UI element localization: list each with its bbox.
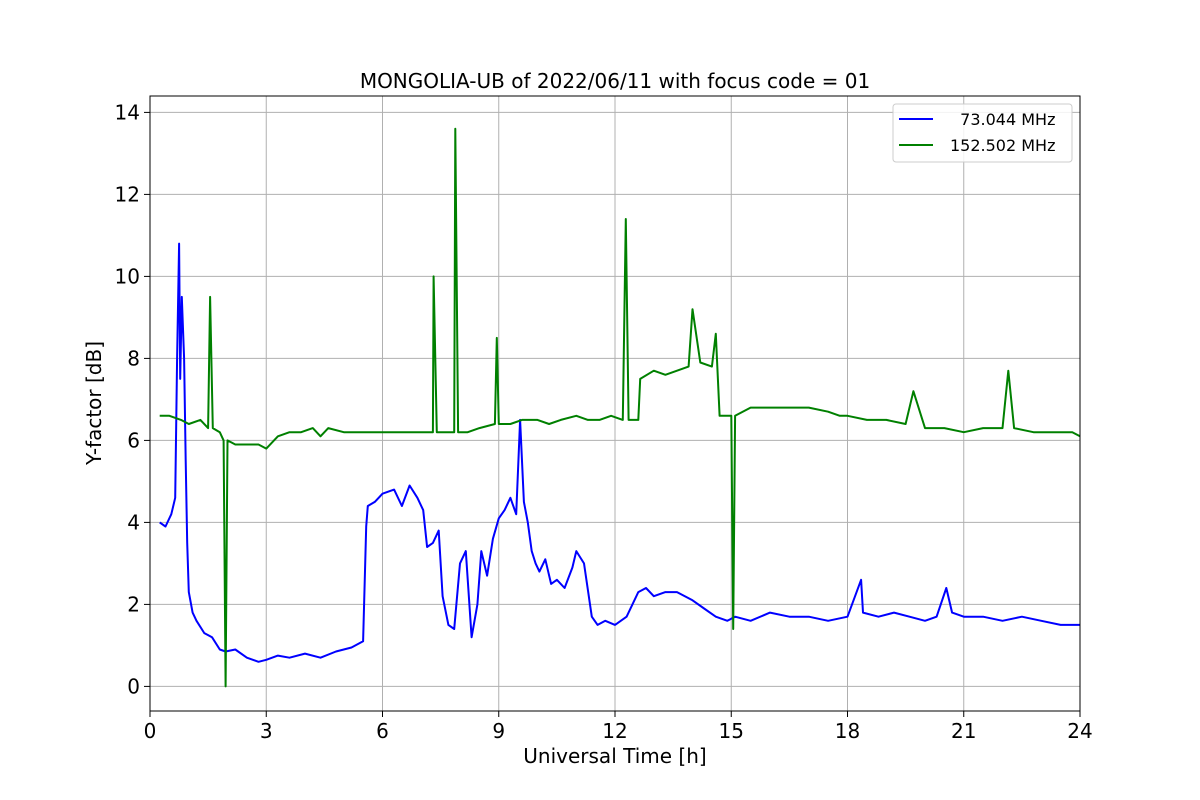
plot-area (159, 127, 1081, 688)
grid (149, 96, 1081, 711)
legend-box (892, 103, 1073, 163)
y-tick-label: 0 (127, 674, 140, 698)
x-tick-label: 12 (602, 719, 627, 743)
x-tick-label: 18 (835, 719, 860, 743)
y-tick-label: 6 (127, 428, 140, 452)
x-tick-label: 6 (376, 719, 389, 743)
series-line-152mhz (159, 127, 1081, 688)
x-axis-label: Universal Time [h] (523, 744, 706, 768)
legend-label-73mhz: 73.044 MHz (950, 110, 1055, 129)
y-tick-label: 2 (127, 592, 140, 616)
y-tick-label: 8 (127, 346, 140, 370)
chart-title: MONGOLIA-UB of 2022/06/11 with focus cod… (360, 69, 870, 93)
y-tick-label: 10 (115, 264, 140, 288)
y-axis: 0 2 4 6 8 10 12 14 (115, 100, 150, 698)
x-tick-label: 3 (260, 719, 273, 743)
x-tick-label: 9 (492, 719, 505, 743)
y-tick-label: 12 (115, 182, 140, 206)
y-tick-label: 14 (115, 100, 140, 124)
x-axis: 0 3 6 9 12 15 18 21 24 (144, 711, 1093, 743)
x-tick-label: 24 (1067, 719, 1092, 743)
legend: 73.044 MHz 152.502 MHz (892, 103, 1073, 163)
x-tick-label: 15 (719, 719, 744, 743)
y-axis-label: Y-factor [dB] (82, 341, 106, 466)
legend-label-152mhz: 152.502 MHz (950, 136, 1055, 155)
y-tick-label: 4 (127, 510, 140, 534)
x-tick-label: 21 (951, 719, 976, 743)
x-tick-label: 0 (144, 719, 157, 743)
series-line-73mhz (159, 242, 1080, 663)
